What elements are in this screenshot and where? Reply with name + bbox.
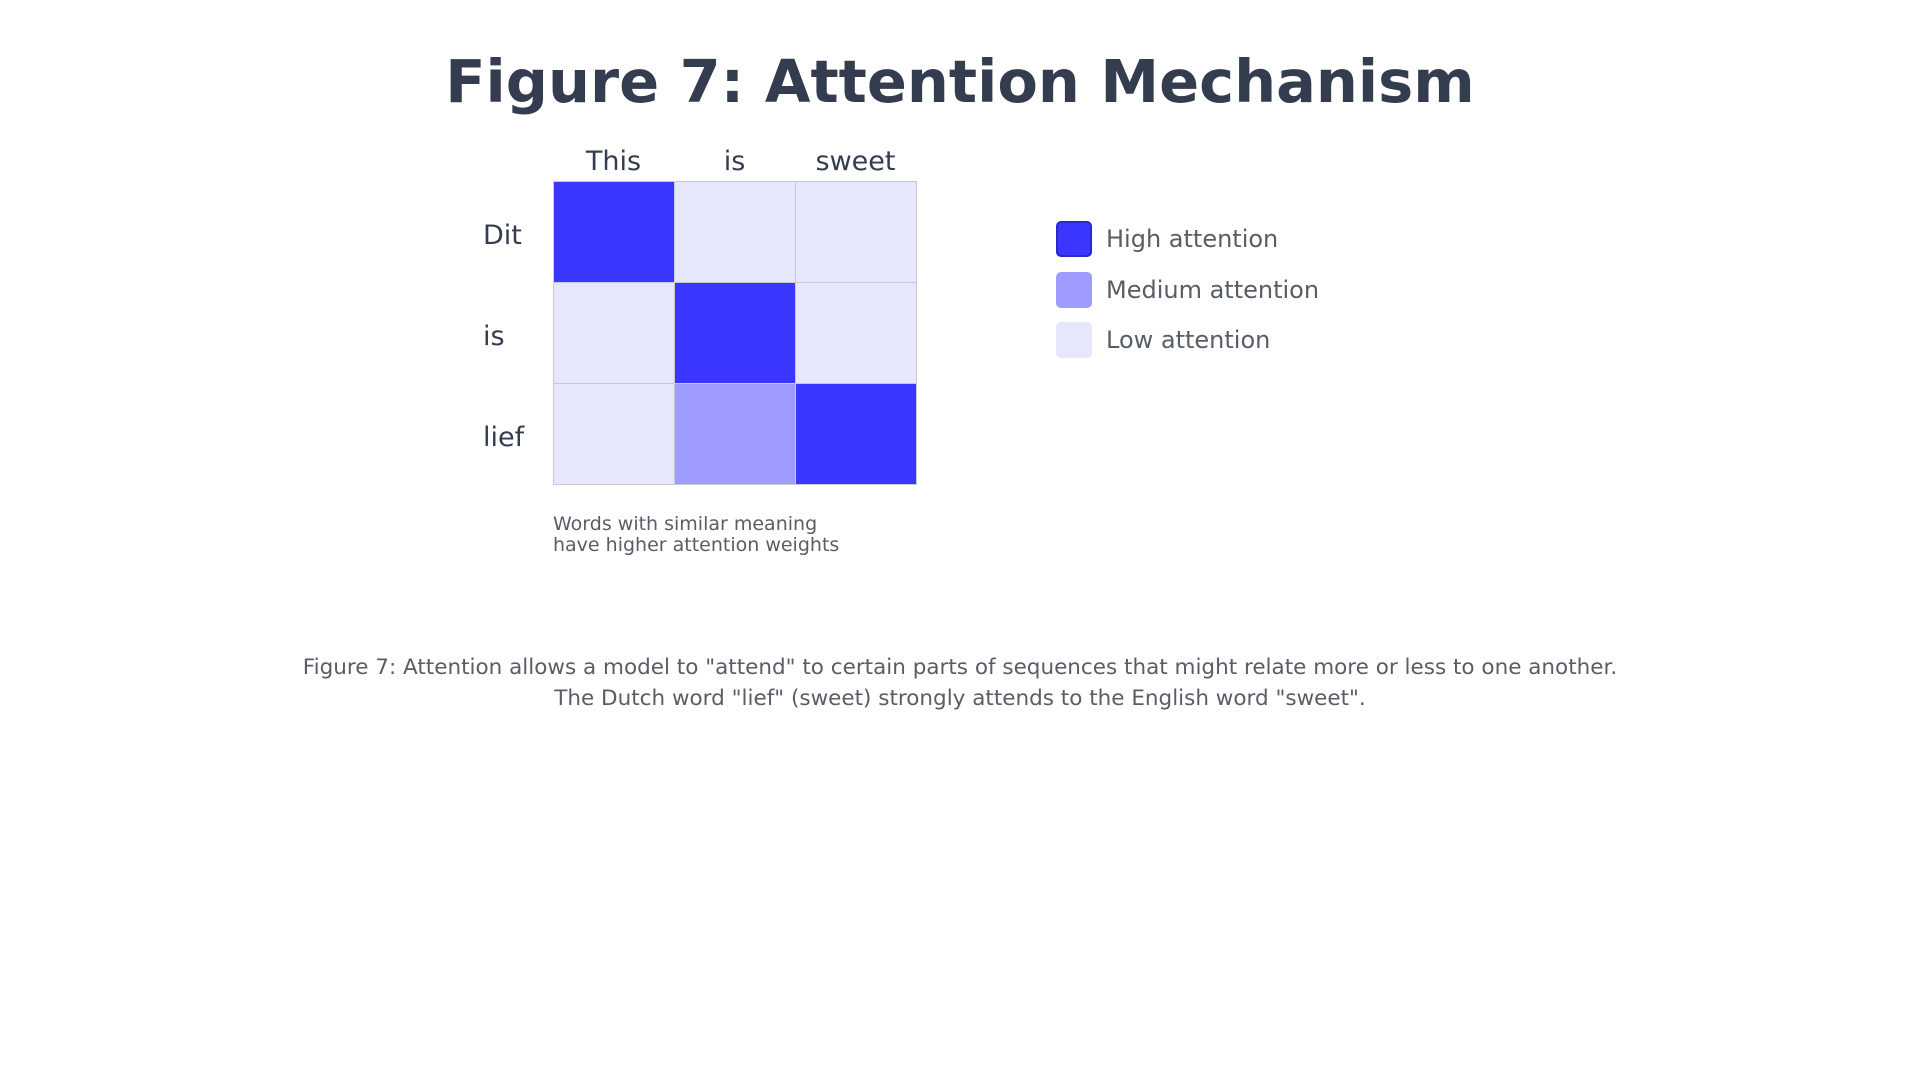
matrix-note-line-1: Words with similar meaning [553, 513, 818, 535]
attention-cell-dit-this [553, 181, 675, 283]
attention-cell-is-is [674, 282, 796, 384]
figure-caption: Figure 7: Attention allows a model to "a… [0, 652, 1920, 714]
legend-swatch-low [1056, 322, 1092, 358]
attention-matrix [553, 181, 917, 485]
legend-label-medium: Medium attention [1106, 276, 1320, 304]
column-label-this: This [585, 146, 642, 177]
matrix-note-line-2: have higher attention weights [553, 534, 840, 556]
row-label-dit: Dit [483, 220, 522, 251]
matrix-note: Words with similar meaning have higher a… [553, 514, 839, 556]
caption-line-2: The Dutch word "lief" (sweet) strongly a… [554, 686, 1366, 711]
legend-swatch-high [1056, 221, 1092, 257]
attention-cell-dit-is [674, 181, 796, 283]
attention-cell-lief-is [674, 383, 796, 485]
row-label-is: is [483, 321, 505, 352]
legend-swatch-medium [1056, 272, 1092, 308]
attention-cell-dit-sweet [795, 181, 917, 283]
attention-cell-is-sweet [795, 282, 917, 384]
row-label-lief: lief [483, 422, 525, 453]
attention-cell-lief-this [553, 383, 675, 485]
caption-line-1: Figure 7: Attention allows a model to "a… [302, 655, 1618, 680]
attention-cell-lief-sweet [795, 383, 917, 485]
legend-label-high: High attention [1106, 225, 1279, 253]
column-label-sweet: sweet [815, 146, 896, 177]
legend-label-low: Low attention [1106, 326, 1271, 354]
figure-title: Figure 7: Attention Mechanism [445, 47, 1475, 116]
attention-cell-is-this [553, 282, 675, 384]
column-label-is: is [723, 146, 746, 177]
